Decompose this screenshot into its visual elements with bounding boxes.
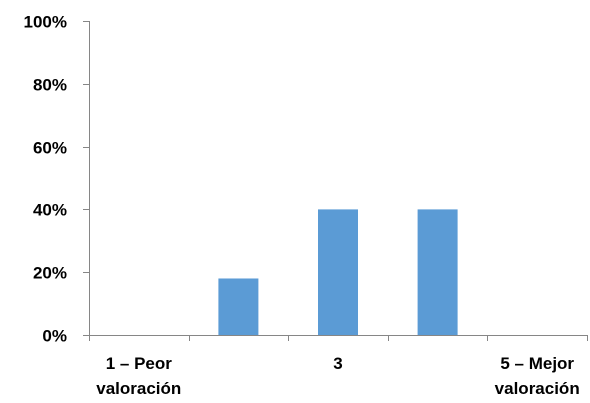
x-tick-label: 3: [333, 354, 342, 373]
bar: [318, 209, 358, 335]
bars: [218, 209, 458, 335]
x-tick-label: 5 – Mejor: [500, 354, 574, 373]
x-tick-label: valoración: [96, 379, 181, 398]
y-tick-label: 20%: [33, 264, 67, 283]
x-tick-label: 1 – Peor: [106, 354, 173, 373]
axes: [83, 21, 588, 341]
y-tick-label: 60%: [33, 139, 67, 158]
y-tick-label: 100%: [24, 13, 67, 32]
y-tick-label: 40%: [33, 201, 67, 220]
y-tick-label: 80%: [33, 76, 67, 95]
y-tick-label: 0%: [42, 327, 67, 346]
x-tick-label: valoración: [495, 379, 580, 398]
x-tick-labels: 1 – Peor valoración 3 5 – Mejor valoración: [96, 354, 579, 398]
bar: [417, 209, 458, 335]
bar: [218, 278, 259, 335]
y-tick-labels: 0% 20% 40% 60% 80% 100%: [24, 13, 67, 346]
